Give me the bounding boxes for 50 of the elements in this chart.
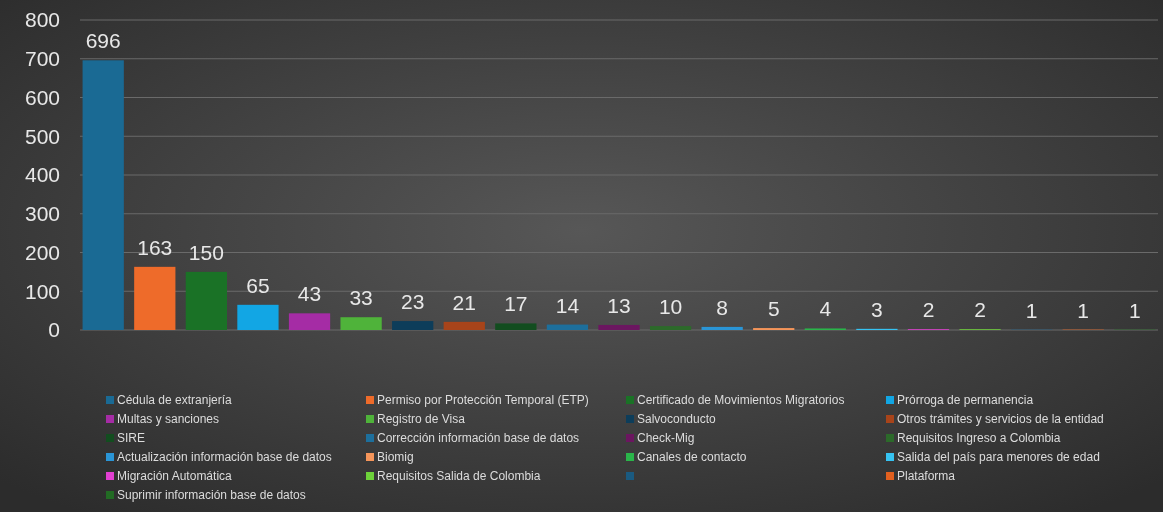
y-tick-label: 200 bbox=[24, 240, 60, 264]
data-label: 4 bbox=[819, 297, 832, 321]
data-label: 5 bbox=[767, 297, 780, 321]
legend-label: Requisitos Salida de Colombia bbox=[377, 469, 541, 484]
data-label: 3 bbox=[871, 297, 883, 321]
y-tick-label: 600 bbox=[24, 85, 60, 109]
y-tick-label: 500 bbox=[24, 124, 60, 148]
legend-label: Cédula de extranjería bbox=[117, 393, 233, 408]
legend-label: Check-Mig bbox=[637, 431, 695, 446]
y-tick-label: 700 bbox=[24, 47, 60, 71]
y-tick-label: 0 bbox=[48, 318, 60, 342]
legend-label: Plataforma bbox=[897, 469, 956, 484]
data-label: 65 bbox=[246, 273, 270, 297]
legend-label: Salvoconducto bbox=[637, 412, 717, 427]
data-label: 10 bbox=[658, 295, 683, 319]
data-label: 23 bbox=[401, 290, 425, 314]
y-tick-label: 400 bbox=[24, 163, 60, 187]
data-label: 14 bbox=[555, 293, 580, 317]
legend-label: Salida del país para menores de edad bbox=[897, 450, 1100, 465]
legend-label: Multas y sanciones bbox=[117, 412, 220, 427]
legend-label: Permiso por Protección Temporal (ETP) bbox=[377, 393, 589, 408]
legend-label: Biomig bbox=[377, 450, 414, 465]
data-label: 43 bbox=[297, 282, 322, 306]
y-tick-label: 800 bbox=[24, 8, 60, 32]
data-label: 2 bbox=[922, 298, 935, 322]
data-label: 163 bbox=[137, 235, 173, 259]
data-label: 1 bbox=[1128, 298, 1141, 322]
data-label: 696 bbox=[85, 29, 121, 53]
legend-label: Canales de contacto bbox=[637, 450, 747, 465]
data-label: 1 bbox=[1025, 298, 1038, 322]
legend-label: SIRE bbox=[117, 431, 146, 446]
legend-label: Prórroga de permanencia bbox=[897, 393, 1034, 408]
y-tick-label: 300 bbox=[24, 202, 60, 226]
data-label: 2 bbox=[974, 298, 986, 322]
data-label: 17 bbox=[504, 292, 528, 316]
data-label: 1 bbox=[1077, 298, 1090, 322]
data-label: 21 bbox=[452, 290, 476, 314]
data-label: 33 bbox=[349, 286, 373, 310]
data-label: 13 bbox=[607, 293, 631, 317]
data-label: 150 bbox=[188, 240, 224, 264]
legend-label: Registro de Visa bbox=[377, 412, 466, 427]
legend-label: Actualización información base de datos bbox=[117, 450, 332, 465]
legend-label: Certificado de Movimientos Migratorios bbox=[637, 393, 845, 408]
y-tick-label: 100 bbox=[24, 279, 60, 303]
legend-label: Corrección información base de datos bbox=[377, 431, 580, 446]
legend-label: Suprimir información base de datos bbox=[117, 488, 306, 503]
data-label: 8 bbox=[716, 295, 728, 319]
legend-label: Requisitos Ingreso a Colombia bbox=[897, 431, 1061, 446]
legend-label: Migración Automática bbox=[117, 469, 233, 484]
legend-label: Otros trámites y servicios de la entidad bbox=[897, 412, 1104, 427]
